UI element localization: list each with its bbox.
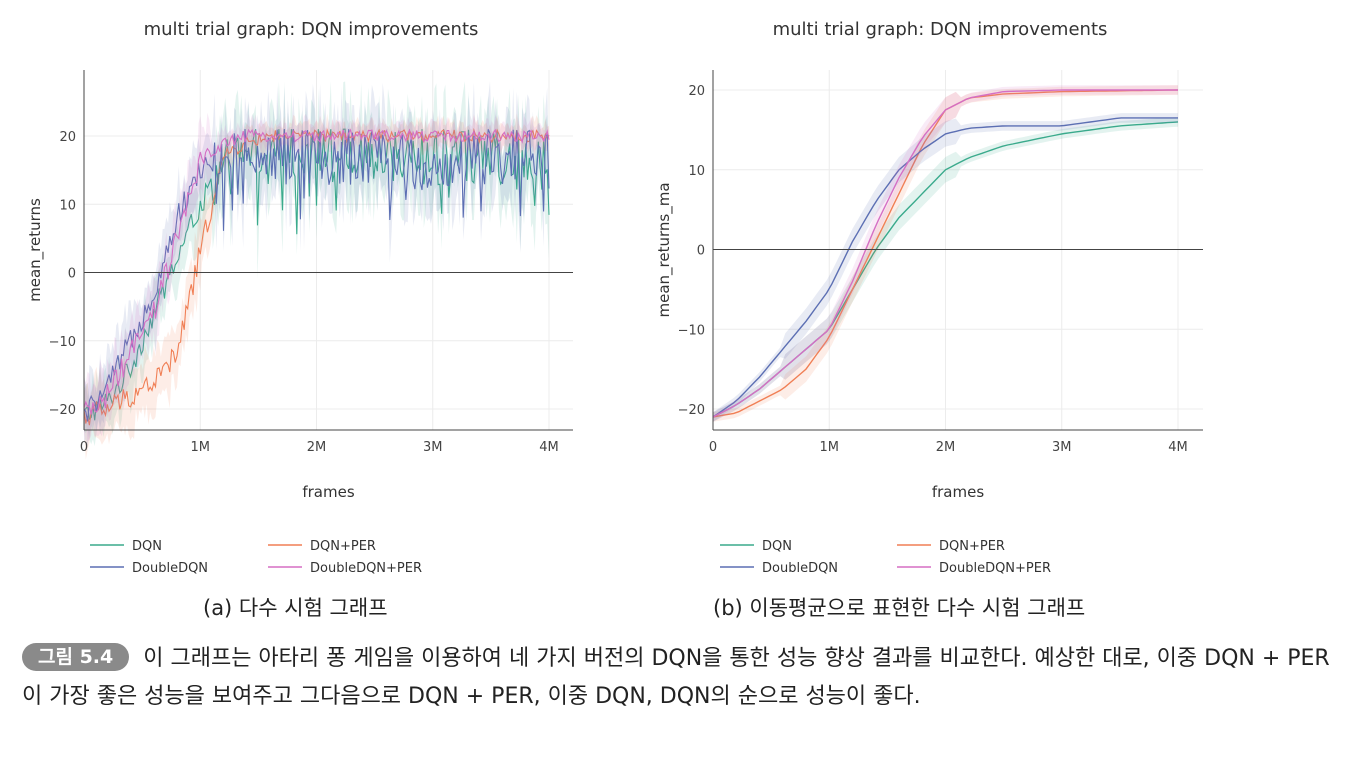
- legend-label: DQN: [762, 539, 792, 554]
- figure-caption-text: 이 그래프는 아타리 퐁 게임을 이용하여 네 가지 버전의 DQN을 통한 성…: [22, 646, 1330, 709]
- y-tick-label: 20: [59, 130, 76, 145]
- y-tick-label: −20: [678, 403, 705, 418]
- chart-b: 0 1M 2M 3M 4M −20 −10 0 10 20 multi trial graph: D…: [655, 19, 1203, 576]
- legend-label: DQN+PER: [939, 539, 1005, 554]
- y-tick-label: −20: [49, 403, 76, 418]
- subfigure-caption-a: (a) 다수 시험 그래프: [203, 596, 388, 620]
- x-tick-label: 3M: [1052, 440, 1072, 455]
- x-tick-label: 3M: [423, 440, 443, 455]
- y-tick-label: 0: [68, 267, 76, 282]
- series-line-doubledqn-plusper: [712, 89, 1178, 418]
- x-tick-label: 0: [709, 440, 717, 455]
- x-tick-label: 0: [80, 440, 88, 455]
- series-band-dqn-plusper: [84, 113, 549, 460]
- series-band-dqn: [713, 117, 1178, 422]
- x-tick-label: 4M: [539, 440, 559, 455]
- series-band-doubledqn-plusper: [713, 85, 1178, 422]
- y-axis-label: mean_returns: [26, 198, 45, 302]
- chart-title: multi trial graph: DQN improvements: [144, 19, 479, 40]
- legend-label: DoubleDQN: [132, 561, 208, 576]
- y-axis-label: mean_returns_ma: [655, 182, 674, 317]
- legend-label: DoubleDQN+PER: [939, 561, 1051, 576]
- x-tick-label: 1M: [191, 440, 211, 455]
- legend-label: DQN+PER: [310, 539, 376, 554]
- legend-label: DoubleDQN: [762, 561, 838, 576]
- x-tick-label: 1M: [820, 440, 840, 455]
- figure-caption: 그림 5.4 이 그래프는 아타리 퐁 게임을 이용하여 네 가지 버전의 DQN…: [22, 640, 1332, 716]
- y-tick-label: 20: [688, 84, 705, 99]
- figure-label-badge: 그림 5.4: [22, 643, 130, 671]
- series-line-doubledqn: [83, 129, 550, 422]
- y-tick-label: 10: [688, 164, 705, 179]
- chart-title: multi trial graph: DQN improvements: [773, 19, 1108, 40]
- series-band-doubledqn: [84, 81, 549, 446]
- legend-label: DoubleDQN+PER: [310, 561, 422, 576]
- x-axis-label: frames: [932, 483, 984, 501]
- series-line-dqn: [83, 128, 550, 421]
- series-line-doubledqn: [712, 117, 1178, 418]
- series-line-doubledqn-plusper: [83, 128, 550, 415]
- x-tick-label: 2M: [307, 440, 327, 455]
- charts-canvas: 0 1M 2M 3M 4M −20 −10 0 10 20 multi trial graph: D…: [26, 19, 1203, 576]
- y-tick-label: 0: [697, 244, 705, 259]
- y-tick-label: −10: [49, 335, 76, 350]
- x-tick-label: 4M: [1168, 440, 1188, 455]
- series-band-doubledqn-plusper: [84, 112, 549, 442]
- y-tick-label: −10: [678, 323, 705, 338]
- x-axis-label: frames: [302, 483, 354, 501]
- chart-a: 0 1M 2M 3M 4M −20 −10 0 10 20 multi trial graph: D…: [26, 19, 573, 576]
- subfigure-caption-b: (b) 이동평균으로 표현한 다수 시험 그래프: [713, 596, 1086, 620]
- series-band-dqn: [84, 81, 549, 447]
- legend-label: DQN: [132, 539, 162, 554]
- series-line-dqn-plusper: [83, 127, 550, 426]
- y-tick-label: 10: [59, 198, 76, 213]
- x-tick-label: 2M: [936, 440, 956, 455]
